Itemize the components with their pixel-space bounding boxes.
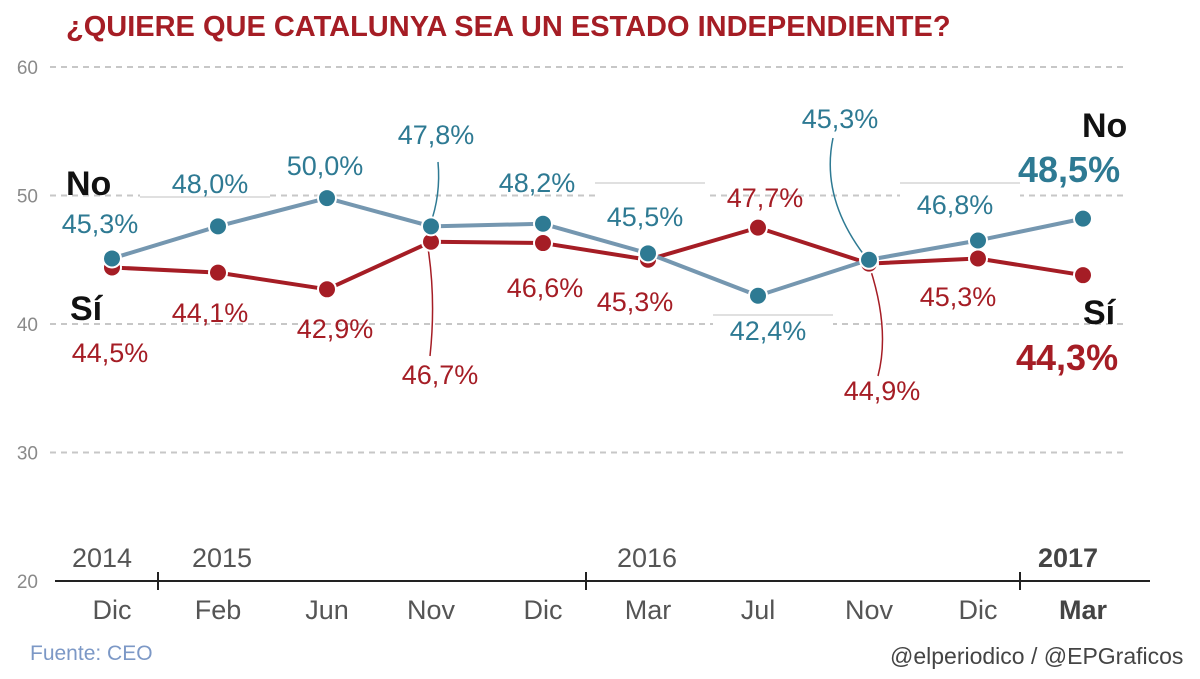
- credit-handle: @elperiodico / @EPGraficos: [890, 643, 1183, 669]
- y-tick-label: 40: [17, 315, 38, 336]
- data-label-no: 46,8%: [917, 190, 994, 220]
- x-tick-label: Feb: [195, 595, 242, 625]
- data-label-si: 44,1%: [172, 298, 249, 328]
- data-label-si: 47,7%: [727, 183, 804, 213]
- data-point-si: [208, 262, 228, 283]
- final-value-si: 44,3%: [1016, 337, 1118, 378]
- final-value-no: 48,5%: [1018, 149, 1120, 190]
- x-tick-label: Jul: [741, 595, 776, 625]
- leader-lines: [427, 137, 884, 377]
- series-line-no: [111, 196, 1084, 298]
- data-point-no: [317, 188, 337, 209]
- data-label-no: 48,0%: [172, 169, 249, 199]
- label-panels: [140, 165, 1020, 349]
- data-label-no: 48,2%: [499, 168, 576, 198]
- x-tick-label: Nov: [845, 595, 894, 625]
- data-point-no: [421, 216, 441, 237]
- leader-no-nov-2015: [429, 161, 440, 226]
- y-tick-label: 30: [17, 444, 38, 465]
- data-label-si: 45,3%: [597, 287, 674, 317]
- data-point-si: [748, 217, 768, 238]
- data-point-si: [968, 248, 988, 269]
- data-label-si: 46,6%: [507, 273, 584, 303]
- y-tick-label: 50: [17, 187, 38, 208]
- data-label-no: 50,0%: [287, 151, 364, 181]
- x-tick-label: Dic: [93, 595, 132, 625]
- data-point-no: [1073, 208, 1093, 229]
- series-name-no-left: No: [66, 165, 111, 203]
- chart-title: ¿QUIERE QUE CATALUNYA SEA UN ESTADO INDE…: [66, 11, 951, 43]
- data-label-si: 42,9%: [297, 314, 374, 344]
- series-no: [102, 188, 1093, 306]
- data-label-no: 45,3%: [62, 209, 139, 239]
- year-label-2015: 2015: [192, 543, 252, 573]
- x-tick-label: Dic: [959, 595, 998, 625]
- data-point-si: [533, 233, 553, 254]
- x-tick-label: Jun: [305, 595, 349, 625]
- data-label-no: 45,3%: [802, 104, 879, 134]
- series-name-no-right: No: [1082, 107, 1127, 145]
- source-note: Fuente: CEO: [30, 642, 153, 665]
- data-label-si: 46,7%: [402, 360, 479, 390]
- data-point-no: [968, 230, 988, 251]
- year-label-2014: 2014: [72, 543, 132, 573]
- data-label-si: 44,5%: [72, 338, 149, 368]
- data-label-no: 47,8%: [398, 120, 475, 150]
- series-name-si-left: Sí: [70, 290, 104, 328]
- data-point-no: [859, 249, 879, 270]
- data-point-no: [638, 243, 658, 264]
- data-point-no: [102, 248, 122, 269]
- series-line-si: [111, 225, 1084, 292]
- x-tick-label: Mar: [625, 595, 672, 625]
- data-point-si: [1073, 265, 1093, 286]
- x-tick-label: Mar: [1059, 595, 1108, 625]
- x-axis-categories: Dic Feb Jun Nov Dic Mar Jul Nov Dic Mar: [93, 595, 1108, 625]
- data-label-si: 44,9%: [844, 376, 921, 406]
- year-label-2016: 2016: [617, 543, 677, 573]
- data-point-no: [533, 213, 553, 234]
- data-label-no: 42,4%: [730, 316, 807, 346]
- data-labels: 45,3% 48,0% 50,0% 47,8% 48,2% 45,5% 42,4% 45,3%…: [62, 104, 997, 406]
- data-label-no: 45,5%: [607, 202, 684, 232]
- x-tick-label: Nov: [407, 595, 456, 625]
- data-label-si: 45,3%: [920, 282, 997, 312]
- year-label-2017: 2017: [1038, 543, 1098, 573]
- y-axis-ticks: 60 50 40 30 20: [17, 58, 38, 593]
- y-tick-label: 20: [17, 572, 38, 593]
- data-point-no: [208, 216, 228, 237]
- x-tick-label: Dic: [524, 595, 563, 625]
- data-point-si: [317, 279, 337, 300]
- leader-si-nov-2016: [869, 267, 884, 377]
- y-tick-label: 60: [17, 58, 38, 79]
- data-point-no: [748, 285, 768, 306]
- series-name-si-right: Sí: [1083, 294, 1117, 332]
- leader-no-nov-2016: [829, 137, 869, 261]
- leader-si-nov-2015: [427, 247, 434, 357]
